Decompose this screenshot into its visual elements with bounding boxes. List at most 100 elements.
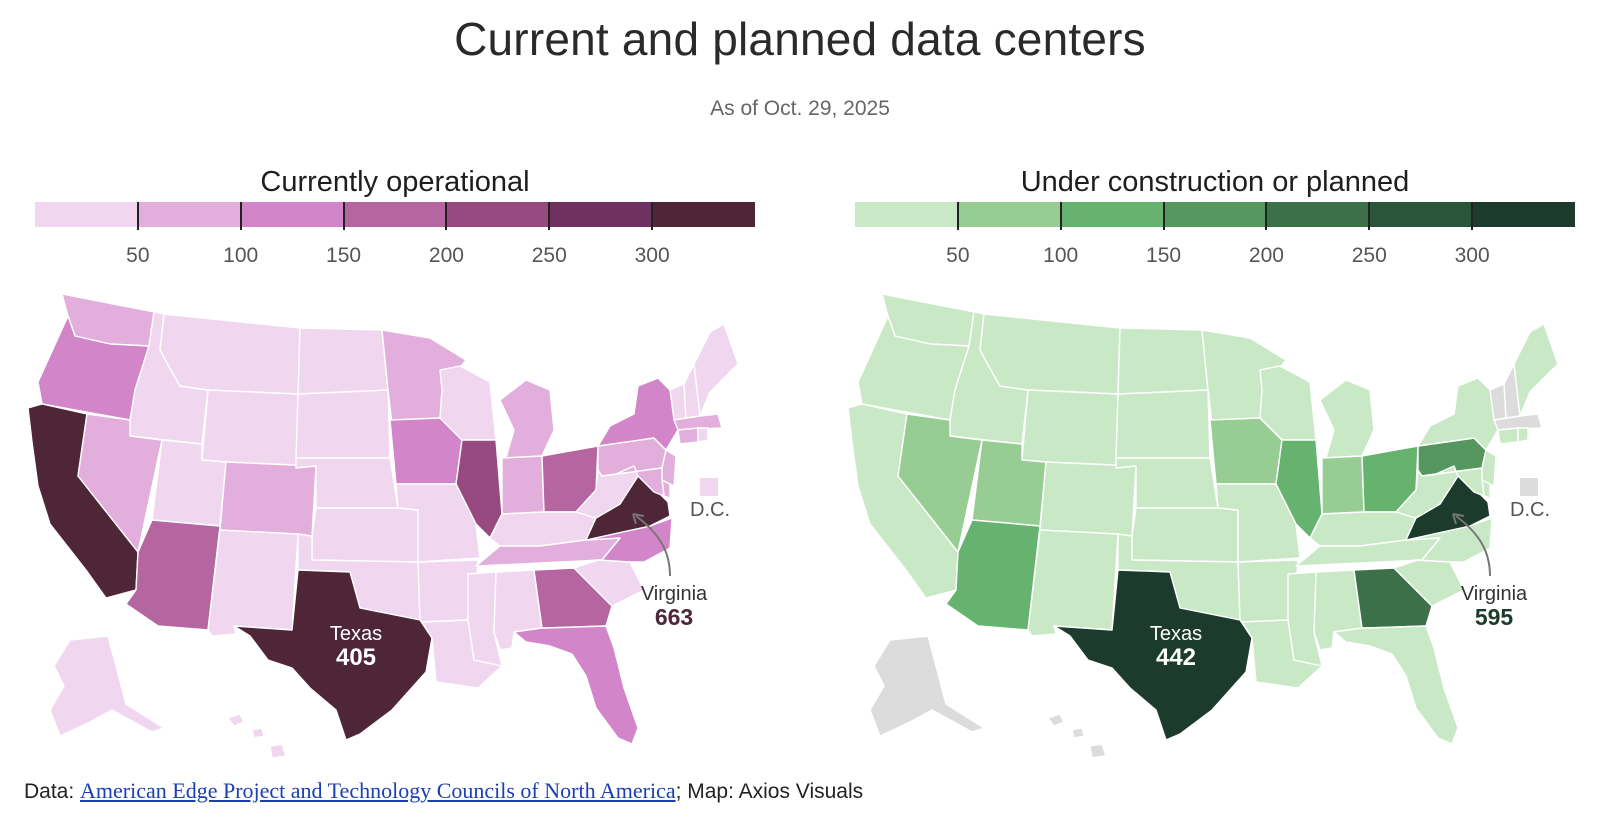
planned-texas-label: Texas: [1150, 623, 1202, 645]
operational-legend-tick: [239, 202, 242, 230]
operational-legend-swatch: [343, 202, 447, 227]
planned-legend-tick: [1368, 202, 1371, 230]
operational-callout-arrow: [635, 515, 671, 577]
planned-state-ct[interactable]: [1497, 427, 1519, 445]
planned-virginia-label: Virginia: [1461, 583, 1528, 605]
operational-state-ny[interactable]: [597, 377, 679, 451]
operational-state-me[interactable]: [693, 323, 739, 417]
planned-state-nc[interactable]: [1397, 517, 1493, 563]
page-title: Current and planned data centers: [454, 13, 1146, 65]
page-subtitle: As of Oct. 29, 2025: [710, 97, 890, 120]
operational-legend-bar: [35, 202, 756, 227]
planned-state-mi[interactable]: [1319, 379, 1375, 459]
operational-state-co[interactable]: [219, 461, 317, 537]
operational-dc-label: D.C.: [690, 499, 730, 521]
operational-callout-arrowhead: [632, 513, 645, 525]
operational-state-mi[interactable]: [499, 379, 555, 459]
planned-state-wy[interactable]: [1021, 389, 1119, 469]
planned-state-ny[interactable]: [1417, 377, 1499, 451]
planned-legend-swatch: [1369, 202, 1473, 227]
planned-dc-swatch[interactable]: [1520, 478, 1538, 496]
operational-state-ma[interactable]: [673, 413, 723, 431]
operational-legend-swatch: [446, 202, 550, 227]
planned-legend-tick: [1059, 202, 1062, 230]
operational-legend: 50 100 150 200 250 300: [35, 202, 756, 277]
operational-state-wy[interactable]: [201, 389, 299, 469]
operational-state-fl[interactable]: [513, 625, 639, 745]
planned-callout-arrow: [1455, 515, 1491, 577]
planned-state-ma[interactable]: [1493, 413, 1543, 431]
planned-legend-tick-label: 100: [1043, 244, 1079, 267]
operational-legend-swatch: [240, 202, 344, 227]
planned-state-hi[interactable]: [1047, 713, 1107, 759]
planned-legend-swatch: [855, 202, 958, 227]
operational-state-ca[interactable]: [27, 403, 139, 599]
planned-state-ks[interactable]: [1131, 507, 1239, 563]
planned-legend-tick-label: 300: [1454, 244, 1490, 267]
operational-dc-swatch[interactable]: [700, 478, 718, 496]
planned-state-mt[interactable]: [979, 313, 1121, 395]
planned-state-in[interactable]: [1321, 455, 1365, 515]
planned-state-me[interactable]: [1513, 323, 1559, 417]
operational-state-nc[interactable]: [577, 517, 673, 563]
footer-data-prefix: Data:: [24, 780, 81, 803]
planned-legend-tick-label: 200: [1248, 244, 1284, 267]
operational-state-ak[interactable]: [49, 635, 165, 737]
planned-state-sd[interactable]: [1115, 389, 1211, 459]
planned-state-fl[interactable]: [1333, 625, 1459, 745]
planned-map-panel: Under construction or planned 50 100 150 20…: [847, 160, 1580, 760]
operational-state-mt[interactable]: [159, 313, 301, 395]
operational-state-tx[interactable]: [233, 569, 433, 741]
planned-legend-tick-label: 50: [946, 244, 970, 267]
operational-legend-tick-label: 150: [326, 244, 362, 267]
operational-legend-swatch: [35, 202, 138, 227]
planned-virginia-value: 595: [1475, 604, 1514, 630]
planned-legend-tick-label: 150: [1146, 244, 1182, 267]
operational-legend-swatch: [549, 202, 653, 227]
operational-state-in[interactable]: [501, 455, 545, 515]
source-footer: Data: American Edge Project and Technolo…: [24, 778, 863, 804]
planned-legend-swatch: [957, 202, 1061, 227]
planned-legend-tick: [1162, 202, 1165, 230]
operational-state-ct[interactable]: [677, 427, 699, 445]
operational-legend-tick-label: 100: [223, 244, 259, 267]
operational-legend-tick-label: 50: [126, 244, 150, 267]
operational-map-title: Currently operational: [260, 166, 530, 198]
planned-legend-tick: [1265, 202, 1268, 230]
planned-state-nd[interactable]: [1117, 327, 1209, 395]
planned-state-co[interactable]: [1039, 461, 1137, 537]
planned-map-title: Under construction or planned: [1020, 166, 1410, 198]
operational-legend-swatch: [137, 202, 241, 227]
operational-state-nm[interactable]: [207, 529, 299, 637]
operational-state-nd[interactable]: [297, 327, 389, 395]
operational-map-panel: Currently operational 50 100 150 200 250 300 …: [27, 160, 760, 760]
planned-dc-label: D.C.: [1510, 499, 1550, 521]
operational-virginia-label: Virginia: [641, 583, 708, 605]
operational-virginia-value: 663: [655, 604, 693, 630]
planned-legend-swatch: [1163, 202, 1267, 227]
operational-state-ri[interactable]: [697, 427, 709, 443]
operational-state-ks[interactable]: [311, 507, 419, 563]
operational-state-md[interactable]: [601, 465, 665, 497]
planned-legend: 50 100 150 200 250 300: [855, 202, 1576, 277]
operational-legend-tick-label: 200: [428, 244, 464, 267]
planned-legend-swatch: [1060, 202, 1164, 227]
footer-suffix: ; Map: Axios Visuals: [675, 780, 864, 803]
operational-state-hi[interactable]: [227, 713, 287, 759]
operational-legend-tick-label: 300: [634, 244, 670, 267]
operational-legend-tick: [136, 202, 139, 230]
operational-legend-tick-label: 250: [531, 244, 567, 267]
operational-texas-value: 405: [336, 644, 376, 671]
operational-state-sd[interactable]: [295, 389, 391, 459]
planned-state-nm[interactable]: [1027, 529, 1119, 637]
planned-state-md[interactable]: [1421, 465, 1485, 497]
planned-state-tx[interactable]: [1053, 569, 1253, 741]
operational-texas-label: Texas: [330, 623, 382, 645]
planned-state-ak[interactable]: [869, 635, 985, 737]
planned-legend-tick: [1471, 202, 1474, 230]
source-link[interactable]: American Edge Project and Technology Cou…: [80, 778, 676, 803]
planned-state-ri[interactable]: [1517, 427, 1529, 443]
planned-state-ca[interactable]: [847, 403, 959, 599]
